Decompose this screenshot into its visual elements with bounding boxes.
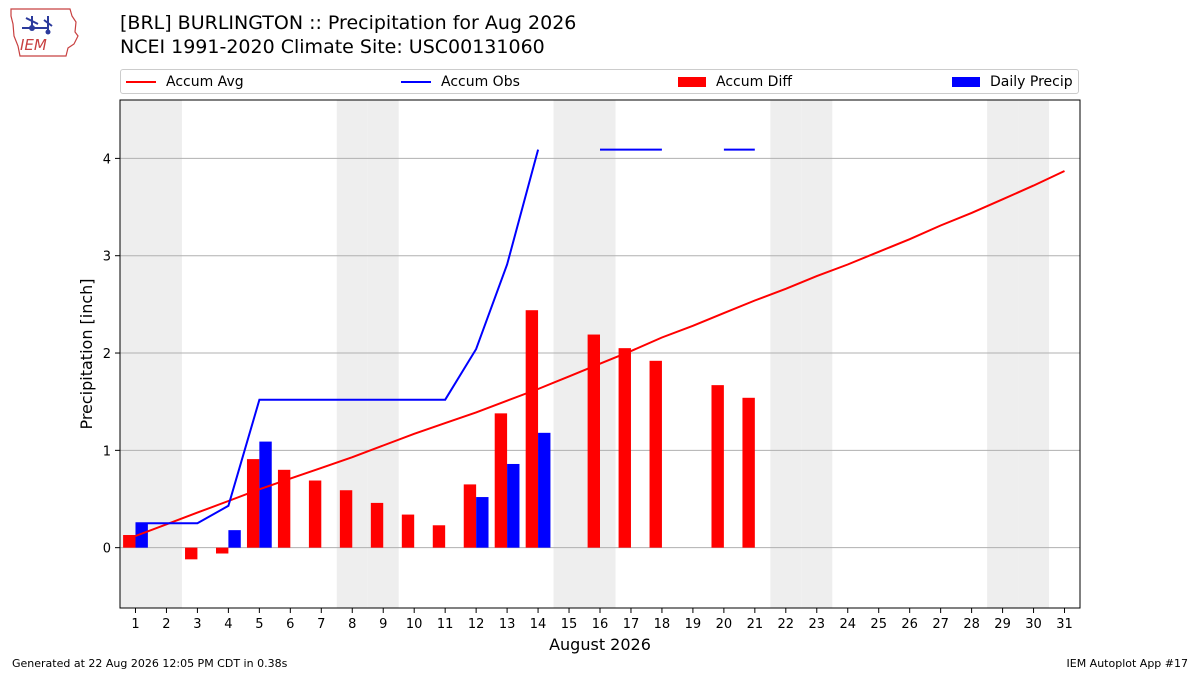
accum-diff-bar <box>525 310 539 548</box>
accum-diff-bar <box>742 397 755 548</box>
x-tick-label: 2 <box>162 617 170 632</box>
weekend-band <box>987 100 1019 608</box>
iem-logo: IEM <box>10 8 79 57</box>
daily-precip-bar <box>135 523 148 548</box>
legend-label-daily-precip: Daily Precip <box>990 74 1073 90</box>
accum-obs-line <box>135 149 540 525</box>
x-tick-label: 12 <box>468 617 485 632</box>
legend-item-accum-avg: Accum Avg <box>126 73 244 91</box>
y-tick-label: 3 <box>103 250 111 265</box>
x-tick-label: 16 <box>592 617 609 632</box>
logo-text: IEM <box>20 36 47 54</box>
weekend-band <box>553 100 585 608</box>
x-tick-label: 26 <box>901 617 918 632</box>
legend-label-accum-obs: Accum Obs <box>441 74 520 90</box>
x-tick-label: 31 <box>1056 617 1073 632</box>
accum-diff-bar <box>463 484 477 548</box>
x-tick-label: 15 <box>561 617 578 632</box>
x-tick-label: 28 <box>963 617 980 632</box>
x-axis-label: August 2026 <box>549 635 651 654</box>
x-tick-label: 21 <box>747 617 764 632</box>
legend-bar-diff-icon <box>678 77 706 87</box>
x-tick-label: 7 <box>317 617 325 632</box>
iowa-outline-icon <box>10 8 79 57</box>
x-tick-label: 23 <box>809 617 826 632</box>
accum-diff-bar <box>277 469 291 548</box>
chart-legend: Accum Avg Accum Obs Accum Diff Daily Pre… <box>120 69 1079 94</box>
daily-precip-bar <box>228 530 241 548</box>
accum-diff-bar <box>216 547 229 554</box>
x-tick-label: 8 <box>348 617 356 632</box>
daily-precip-bar <box>259 441 272 548</box>
accum-diff-bar <box>494 413 508 548</box>
accum-diff-bar <box>649 360 662 548</box>
legend-label-accum-diff: Accum Diff <box>716 74 793 90</box>
x-tick-label: 13 <box>499 617 516 632</box>
x-tick-label: 18 <box>654 617 671 632</box>
x-tick-label: 10 <box>406 617 423 632</box>
accum-diff-bar <box>432 525 446 548</box>
x-tick-label: 17 <box>623 617 640 632</box>
x-tick-label: 30 <box>1025 617 1042 632</box>
accum-diff-bar <box>370 502 384 548</box>
legend-bar-daily-icon <box>952 77 980 87</box>
accum-diff-bar <box>246 459 260 548</box>
x-tick-label: 14 <box>530 617 547 632</box>
legend-line-avg-icon <box>126 81 156 83</box>
weekend-band <box>150 100 182 608</box>
accum-diff-bar <box>308 480 322 548</box>
y-tick-label: 4 <box>103 152 111 167</box>
x-tick-label: 3 <box>193 617 201 632</box>
accum-diff-bar <box>618 348 631 548</box>
y-tick-label: 0 <box>103 542 111 557</box>
chart-title: [BRL] BURLINGTON :: Precipitation for Au… <box>120 12 577 34</box>
legend-item-accum-diff: Accum Diff <box>678 73 792 91</box>
accum-diff-bar <box>401 514 415 548</box>
daily-precip-bar <box>538 432 551 548</box>
x-tick-label: 9 <box>379 617 387 632</box>
legend-item-daily-precip: Daily Precip <box>952 73 1073 91</box>
x-tick-label: 11 <box>437 617 454 632</box>
x-tick-label: 1 <box>131 617 139 632</box>
accum-diff-bar <box>339 490 353 548</box>
accum-avg-line <box>135 170 1065 537</box>
x-tick-label: 24 <box>839 617 856 632</box>
x-tick-label: 5 <box>255 617 263 632</box>
legend-label-accum-avg: Accum Avg <box>166 74 244 90</box>
daily-precip-bar <box>507 463 520 548</box>
chart-subtitle: NCEI 1991-2020 Climate Site: USC00131060 <box>120 36 545 58</box>
x-tick-label: 19 <box>685 617 702 632</box>
accum-diff-bar <box>185 547 198 560</box>
x-tick-label: 6 <box>286 617 294 632</box>
footer-generated: Generated at 22 Aug 2026 12:05 PM CDT in… <box>12 657 288 670</box>
y-tick-label: 2 <box>103 347 111 362</box>
accum-diff-bar <box>711 385 724 548</box>
y-tick-label: 1 <box>103 444 111 459</box>
legend-line-obs-icon <box>401 81 431 83</box>
x-tick-label: 25 <box>870 617 887 632</box>
accum-diff-bar <box>123 535 136 548</box>
legend-item-accum-obs: Accum Obs <box>401 73 520 91</box>
footer-app: IEM Autoplot App #17 <box>1066 657 1189 670</box>
weekend-band <box>770 100 802 608</box>
weekend-band <box>1018 100 1050 608</box>
weekend-band <box>801 100 833 608</box>
x-tick-label: 27 <box>932 617 949 632</box>
x-tick-label: 20 <box>716 617 733 632</box>
x-tick-label: 22 <box>778 617 795 632</box>
x-tick-label: 29 <box>994 617 1011 632</box>
daily-precip-bar <box>476 497 489 548</box>
y-axis-label: Precipitation [inch] <box>77 278 96 429</box>
accum-diff-bar <box>587 334 600 548</box>
x-tick-label: 4 <box>224 617 232 632</box>
